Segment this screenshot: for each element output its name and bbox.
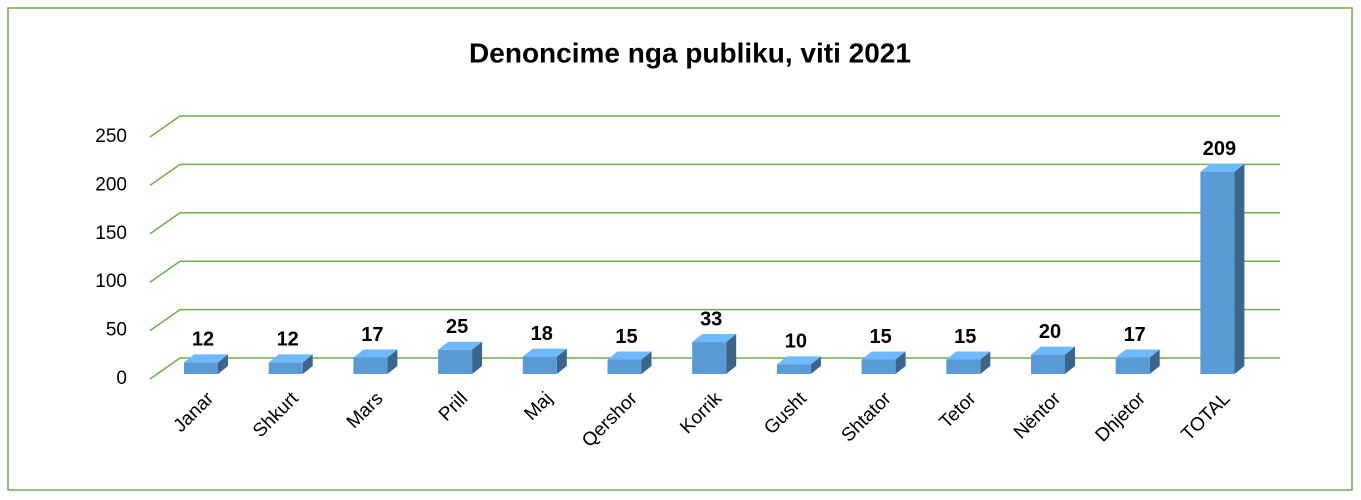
chart-title: Denoncime nga publiku, viti 2021 (469, 37, 911, 68)
data-label: 209 (1203, 138, 1236, 160)
grid-line (149, 212, 1280, 235)
bar-side (218, 354, 228, 374)
bar-top (184, 354, 228, 363)
bar-side (472, 341, 483, 374)
bar (1115, 357, 1150, 374)
data-label: 12 (277, 329, 299, 351)
data-label: 10 (785, 331, 807, 353)
y-tick-label: 50 (106, 320, 127, 341)
bar-top (522, 348, 567, 357)
bar (184, 362, 218, 374)
bar-top (353, 349, 398, 358)
bar (776, 364, 811, 374)
data-label: 15 (954, 326, 976, 348)
bar-side (641, 351, 652, 374)
bar (946, 359, 981, 374)
bar (607, 359, 642, 374)
bar-top (946, 351, 991, 360)
bar (353, 357, 388, 374)
bar-top (1200, 163, 1245, 172)
bar-top (438, 341, 483, 350)
grid-line (149, 163, 1280, 187)
bar-top (776, 356, 821, 365)
data-label: 12 (192, 329, 214, 351)
bar (861, 359, 896, 374)
data-label: 17 (361, 324, 383, 346)
bar (692, 342, 727, 374)
bar-side (1234, 163, 1245, 374)
y-tick-label: 250 (95, 126, 127, 147)
bar-top (268, 354, 313, 363)
bar-side (810, 356, 821, 374)
bar-side (1065, 346, 1075, 374)
data-label: 18 (531, 323, 553, 345)
bar-top (1031, 346, 1075, 355)
bar-side (302, 354, 313, 374)
bar-top (861, 351, 906, 360)
data-label: 15 (869, 326, 891, 348)
grid-line (149, 357, 1280, 380)
bar-side (895, 351, 906, 374)
y-tick-label: 150 (95, 223, 127, 244)
bar-side (556, 348, 567, 374)
bar-side (1149, 349, 1160, 374)
grid-line (149, 115, 1280, 138)
grid-line (149, 260, 1280, 283)
chart-border (7, 7, 1353, 491)
data-label: 17 (1124, 324, 1146, 346)
bar-top (1115, 349, 1160, 358)
bar (522, 356, 557, 374)
bar-top (607, 351, 652, 360)
y-tick-label: 100 (95, 271, 127, 292)
y-tick-label: 200 (95, 174, 127, 195)
bar-side (726, 334, 737, 374)
bar (1200, 171, 1235, 374)
y-tick-label: 0 (116, 368, 127, 389)
bar-top (692, 334, 737, 343)
bar (438, 349, 473, 374)
bar (1031, 354, 1065, 374)
data-label: 33 (700, 308, 722, 330)
data-label: 20 (1039, 321, 1061, 343)
data-label: 25 (446, 316, 468, 338)
bar-side (980, 351, 991, 374)
bar (268, 362, 303, 374)
data-label: 15 (615, 326, 637, 348)
bar-side (387, 349, 398, 374)
grid-line (149, 308, 1280, 332)
